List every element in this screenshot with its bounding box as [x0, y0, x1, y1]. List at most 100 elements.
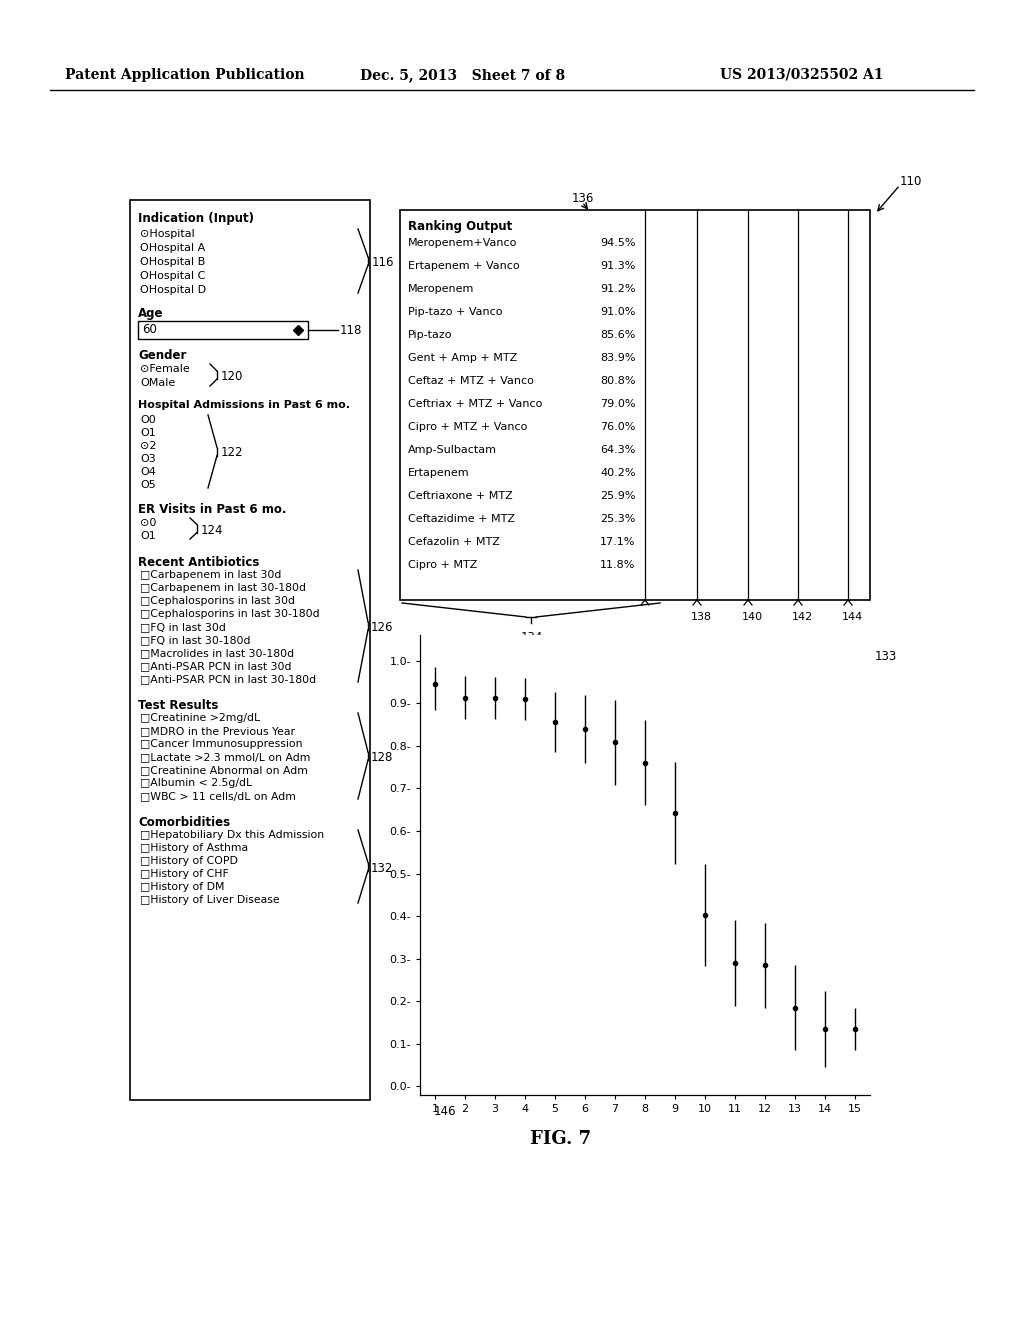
Text: 122: 122 — [221, 446, 244, 459]
Text: O3: O3 — [140, 454, 156, 465]
Text: □Cephalosporins in last 30d: □Cephalosporins in last 30d — [140, 597, 295, 606]
Text: 80.8%: 80.8% — [600, 376, 636, 385]
Text: ⊙0: ⊙0 — [140, 517, 157, 528]
Text: 136: 136 — [572, 191, 594, 205]
Text: Indication (Input): Indication (Input) — [138, 213, 254, 224]
Text: O4: O4 — [140, 467, 156, 477]
Text: 11.8%: 11.8% — [600, 560, 635, 570]
Text: 133: 133 — [874, 649, 897, 663]
Text: 91.2%: 91.2% — [600, 284, 636, 294]
Text: □Cephalosporins in last 30-180d: □Cephalosporins in last 30-180d — [140, 609, 319, 619]
Text: OHospital A: OHospital A — [140, 243, 205, 253]
Text: ER Visits in Past 6 mo.: ER Visits in Past 6 mo. — [138, 503, 287, 516]
Text: Ertapenem: Ertapenem — [408, 469, 470, 478]
Text: □FQ in last 30d: □FQ in last 30d — [140, 622, 226, 632]
Text: 138: 138 — [691, 612, 712, 622]
Text: 25.9%: 25.9% — [600, 491, 636, 502]
Text: □Lactate >2.3 mmol/L on Adm: □Lactate >2.3 mmol/L on Adm — [140, 752, 310, 762]
Text: ⊙Hospital: ⊙Hospital — [140, 228, 195, 239]
Text: □MDRO in the Previous Year: □MDRO in the Previous Year — [140, 726, 295, 737]
Text: □History of CHF: □History of CHF — [140, 869, 228, 879]
Text: 110: 110 — [900, 176, 923, 187]
Text: □Anti-PSAR PCN in last 30-180d: □Anti-PSAR PCN in last 30-180d — [140, 675, 316, 684]
Text: Recent Antibiotics: Recent Antibiotics — [138, 556, 259, 569]
Text: 140: 140 — [742, 612, 763, 622]
Text: 148: 148 — [455, 777, 477, 791]
Text: Ceftazidime + MTZ: Ceftazidime + MTZ — [408, 513, 515, 524]
Text: ⊙2: ⊙2 — [140, 441, 157, 451]
Text: Cipro + MTZ: Cipro + MTZ — [408, 560, 477, 570]
Text: □Anti-PSAR PCN in last 30d: □Anti-PSAR PCN in last 30d — [140, 661, 292, 671]
Text: 83.9%: 83.9% — [600, 352, 636, 363]
Text: 94.5%: 94.5% — [600, 238, 636, 248]
Text: 116: 116 — [372, 256, 394, 269]
Text: □Creatinine >2mg/dL: □Creatinine >2mg/dL — [140, 713, 260, 723]
Text: Meropenem: Meropenem — [408, 284, 474, 294]
Text: Pip-tazo + Vanco: Pip-tazo + Vanco — [408, 308, 503, 317]
Text: 126: 126 — [371, 620, 393, 634]
Text: □Albumin < 2.5g/dL: □Albumin < 2.5g/dL — [140, 777, 252, 788]
Text: Meropenem+Vanco: Meropenem+Vanco — [408, 238, 517, 248]
Text: □Hepatobiliary Dx this Admission: □Hepatobiliary Dx this Admission — [140, 830, 325, 840]
Text: 142: 142 — [792, 612, 813, 622]
Text: 60: 60 — [142, 323, 157, 337]
Bar — [400, 210, 870, 601]
Text: 79.0%: 79.0% — [600, 399, 636, 409]
Text: 118: 118 — [340, 323, 362, 337]
Text: Pip-tazo: Pip-tazo — [408, 330, 453, 341]
Text: O0: O0 — [140, 414, 156, 425]
Text: □Macrolides in last 30-180d: □Macrolides in last 30-180d — [140, 648, 294, 657]
Text: □History of DM: □History of DM — [140, 882, 224, 892]
Text: O5: O5 — [140, 480, 156, 490]
Text: 152: 152 — [630, 855, 652, 869]
Text: Ceftaz + MTZ + Vanco: Ceftaz + MTZ + Vanco — [408, 376, 534, 385]
Text: 146: 146 — [434, 1105, 457, 1118]
Text: OHospital C: OHospital C — [140, 271, 206, 281]
Text: 17.1%: 17.1% — [600, 537, 635, 546]
Text: ⊙Female: ⊙Female — [140, 364, 189, 374]
Text: □WBC > 11 cells/dL on Adm: □WBC > 11 cells/dL on Adm — [140, 791, 296, 801]
Text: Age: Age — [138, 308, 164, 319]
Text: 150: 150 — [620, 820, 642, 833]
Text: 85.6%: 85.6% — [600, 330, 635, 341]
Text: 40.2%: 40.2% — [600, 469, 636, 478]
Text: Gent + Amp + MTZ: Gent + Amp + MTZ — [408, 352, 517, 363]
Text: □History of Liver Disease: □History of Liver Disease — [140, 895, 280, 906]
Text: 120: 120 — [221, 370, 244, 383]
Text: 91.3%: 91.3% — [600, 261, 635, 271]
Text: Ranking Output: Ranking Output — [408, 220, 512, 234]
Text: Ceftriax + MTZ + Vanco: Ceftriax + MTZ + Vanco — [408, 399, 543, 409]
Text: 25.3%: 25.3% — [600, 513, 635, 524]
Text: OHospital B: OHospital B — [140, 257, 205, 267]
Text: FIG. 7: FIG. 7 — [530, 1130, 591, 1148]
Text: □FQ in last 30-180d: □FQ in last 30-180d — [140, 635, 251, 645]
Text: □Carbapenem in last 30-180d: □Carbapenem in last 30-180d — [140, 583, 306, 593]
Text: Amp-Sulbactam: Amp-Sulbactam — [408, 445, 497, 455]
Text: Hospital Admissions in Past 6 mo.: Hospital Admissions in Past 6 mo. — [138, 400, 350, 411]
Text: 64.3%: 64.3% — [600, 445, 635, 455]
Text: O1: O1 — [140, 428, 156, 438]
Text: Ceftriaxone + MTZ: Ceftriaxone + MTZ — [408, 491, 513, 502]
Text: Test Results: Test Results — [138, 700, 218, 711]
Text: 124: 124 — [201, 524, 223, 536]
Text: Comorbidities: Comorbidities — [138, 816, 230, 829]
Text: Dec. 5, 2013   Sheet 7 of 8: Dec. 5, 2013 Sheet 7 of 8 — [360, 69, 565, 82]
Text: Cipro + MTZ + Vanco: Cipro + MTZ + Vanco — [408, 422, 527, 432]
Text: □Carbapenem in last 30d: □Carbapenem in last 30d — [140, 570, 282, 579]
Text: □Creatinine Abnormal on Adm: □Creatinine Abnormal on Adm — [140, 766, 308, 775]
Text: □Cancer Immunosuppression: □Cancer Immunosuppression — [140, 739, 302, 748]
Text: 76.0%: 76.0% — [600, 422, 635, 432]
Text: □History of COPD: □History of COPD — [140, 855, 238, 866]
Text: OHospital D: OHospital D — [140, 285, 206, 294]
Text: 91.0%: 91.0% — [600, 308, 635, 317]
Text: Ertapenem + Vanco: Ertapenem + Vanco — [408, 261, 519, 271]
Text: Patent Application Publication: Patent Application Publication — [65, 69, 304, 82]
Text: OMale: OMale — [140, 378, 175, 388]
Text: Cefazolin + MTZ: Cefazolin + MTZ — [408, 537, 500, 546]
Bar — [130, 201, 370, 1100]
Text: 144: 144 — [842, 612, 863, 622]
Text: □History of Asthma: □History of Asthma — [140, 843, 248, 853]
Text: 132: 132 — [371, 862, 393, 874]
Text: 134: 134 — [521, 631, 544, 644]
Text: 128: 128 — [371, 751, 393, 764]
